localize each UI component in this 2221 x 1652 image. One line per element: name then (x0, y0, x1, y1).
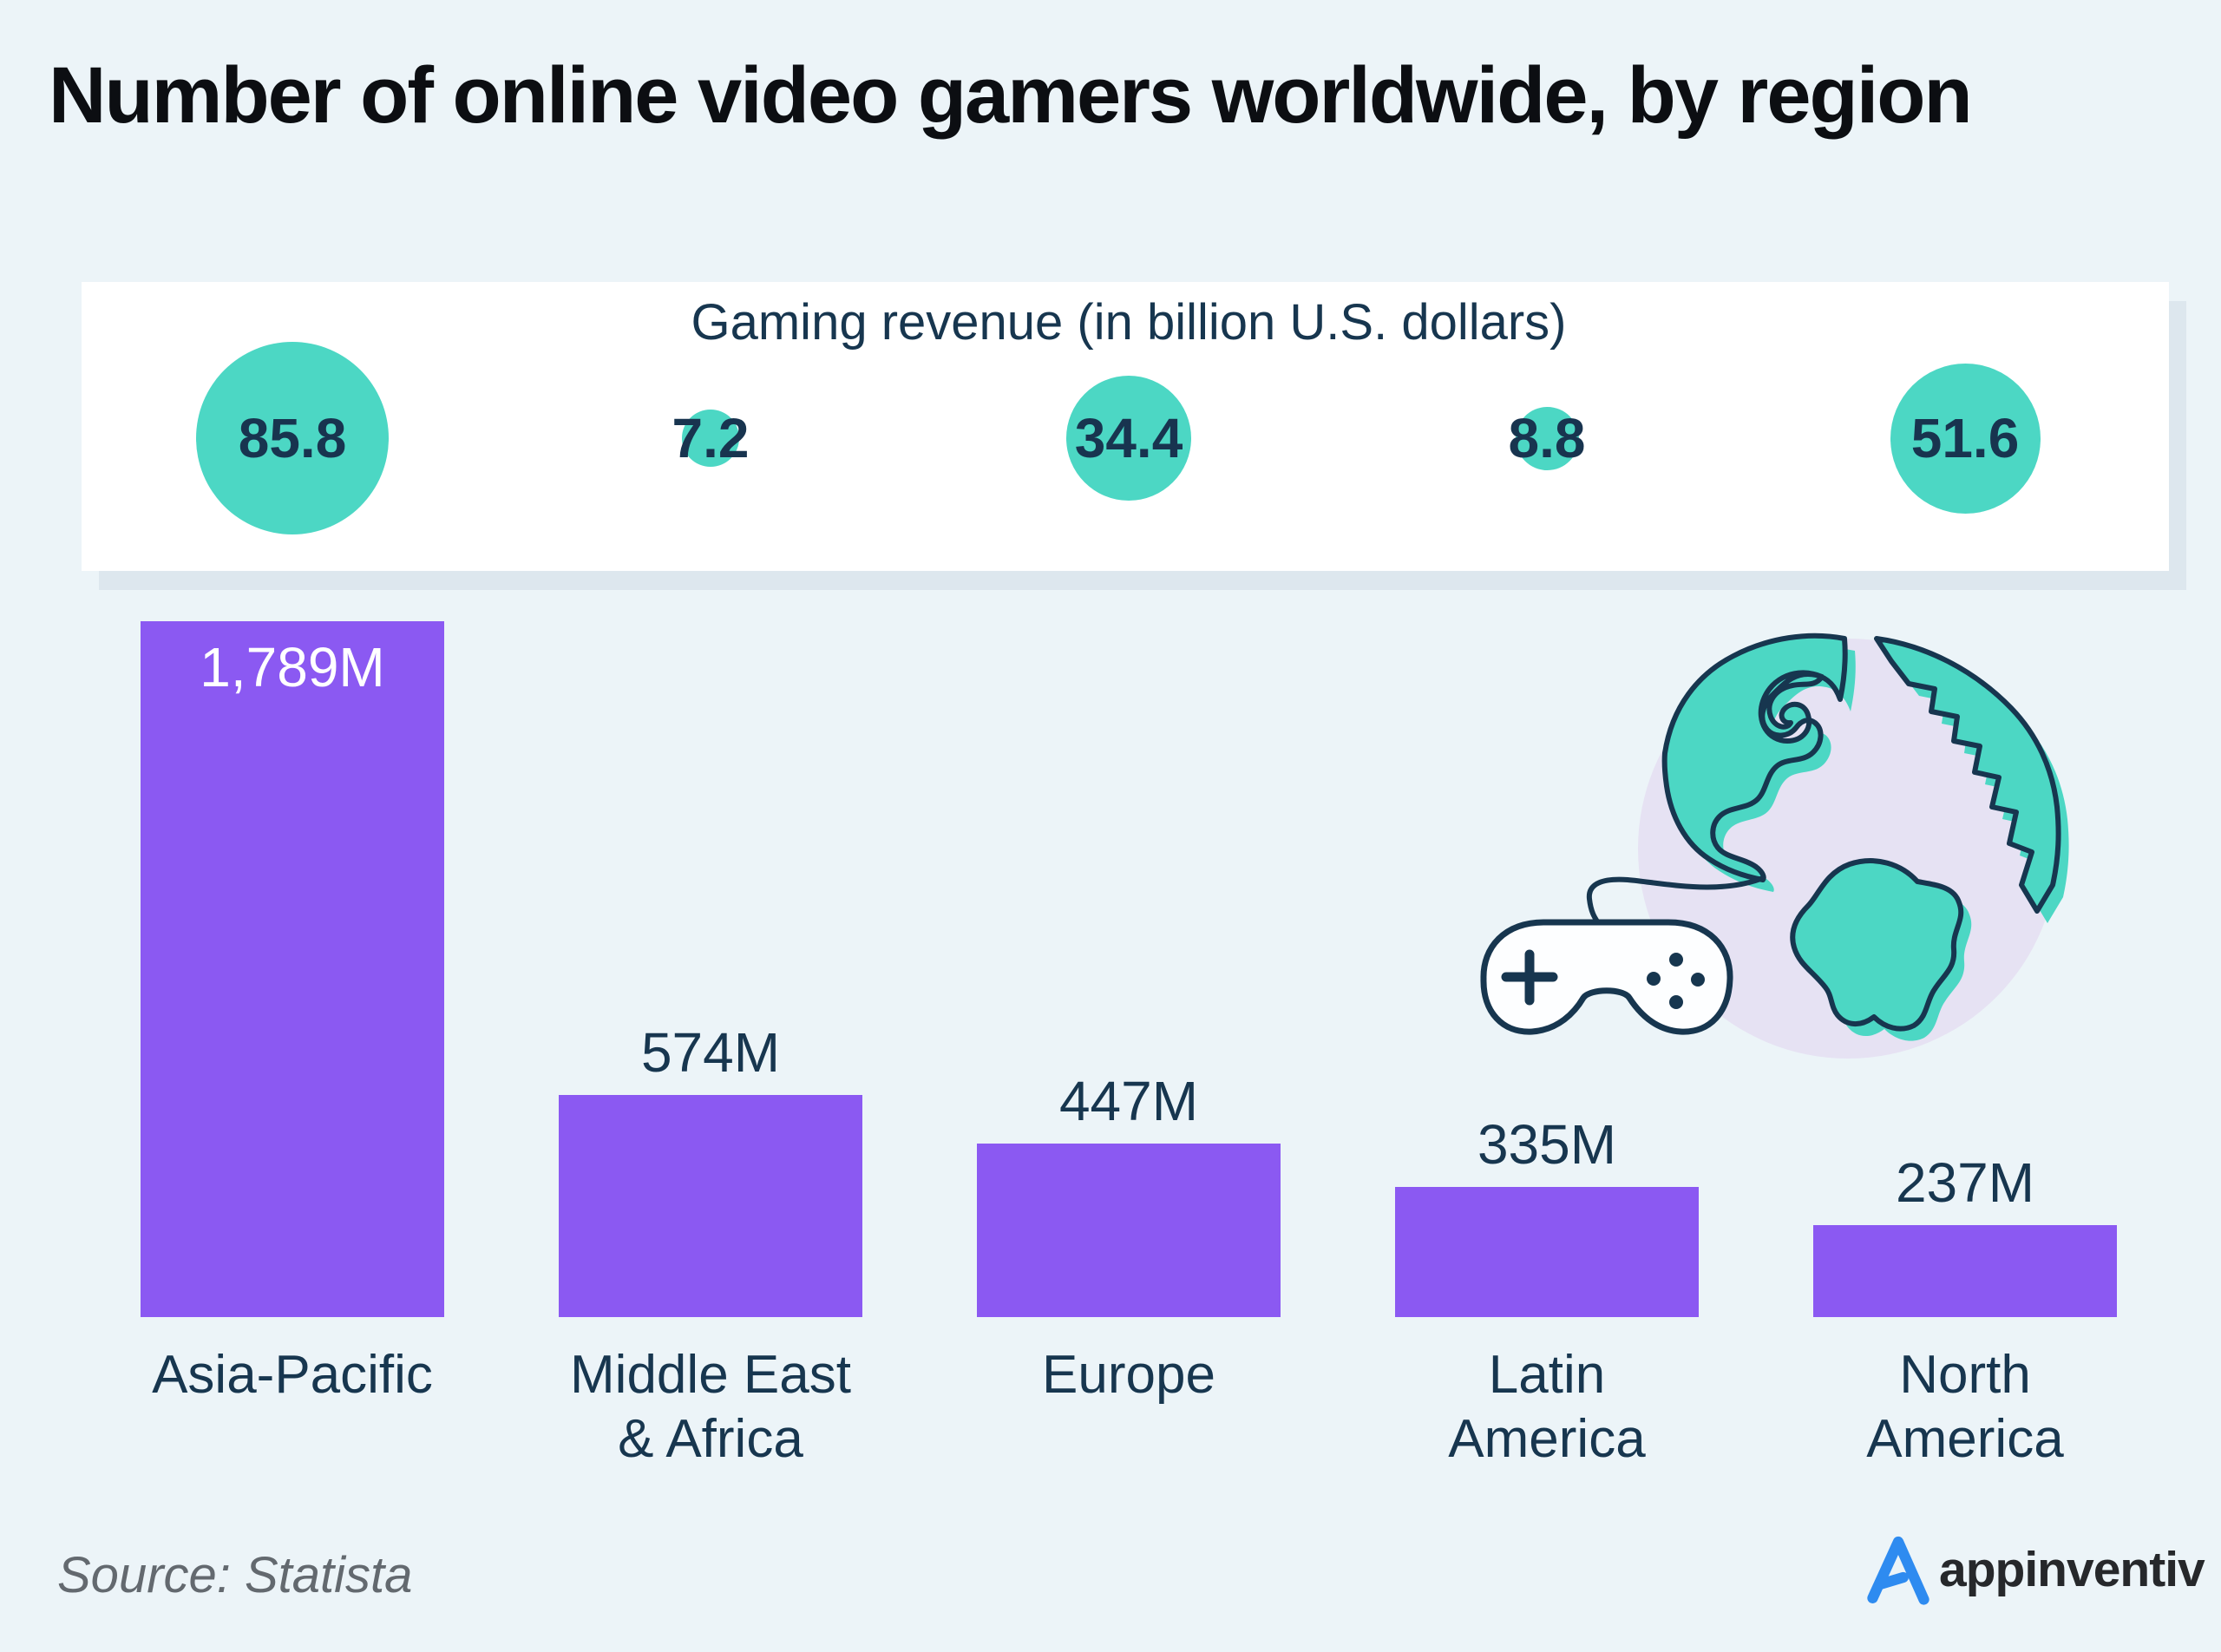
bar-column-asia-pacific: 1,789M (83, 621, 501, 1317)
bar-value: 335M (1477, 1113, 1617, 1176)
revenue-bubble-asia-pacific: 85.8 (83, 342, 501, 534)
category-label-europe: Europe (1042, 1345, 1215, 1405)
bar (1395, 1187, 1699, 1317)
source-note: Source: Statista (57, 1547, 413, 1603)
bubble-circle (1890, 363, 2041, 514)
revenue-value: 8.8 (1508, 407, 1586, 469)
category-label-middle-east-africa: Middle East & Africa (570, 1345, 851, 1470)
category-label-latin-america: Latin America (1448, 1345, 1646, 1470)
revenue-bubble-europe: 34.4 (920, 342, 1338, 534)
bar-column-europe: 447M (920, 1069, 1338, 1317)
bar (1813, 1225, 2117, 1317)
bar-value: 447M (1058, 1070, 1199, 1132)
game-controller-icon (1480, 919, 1733, 1035)
revenue-bubble-middle-east-africa: 7.2 (501, 342, 920, 534)
bar-value: 1,789M (200, 636, 385, 698)
bar-column-latin-america: 335M (1338, 1112, 1756, 1317)
bubble-circle (196, 342, 389, 534)
brand-logo: appinventiv (1863, 1532, 2205, 1607)
dpad-icon (1501, 949, 1558, 1006)
bar-value: 574M (640, 1021, 781, 1084)
bar (559, 1095, 862, 1317)
category-label-asia-pacific: Asia-Pacific (152, 1345, 433, 1405)
revenue-value: 85.8 (238, 407, 347, 469)
controller-buttons (1647, 953, 1705, 1009)
bar-value: 237M (1895, 1151, 2035, 1214)
revenue-bubbles-row: 85.8 7.2 34.4 8.8 51.6 (83, 342, 2174, 534)
page-title: Number of online video gamers worldwide,… (49, 51, 1973, 140)
bar-column-north-america: 237M (1756, 1150, 2174, 1317)
bar-chart: 1,789M 574M 447M 335M 237M (83, 621, 2174, 1317)
revenue-bubble-latin-america: 8.8 (1338, 342, 1756, 534)
bubble-circle (682, 410, 739, 467)
category-labels-row: Asia-Pacific Middle East & Africa Europe… (83, 1343, 2174, 1472)
bar-column-middle-east-africa: 574M (501, 1020, 920, 1317)
revenue-bubble-north-america: 51.6 (1756, 342, 2174, 534)
bubble-circle (1515, 406, 1579, 470)
globe-game-controller-illustration (1480, 633, 2069, 1059)
brand-wordmark: appinventiv (1939, 1542, 2205, 1597)
bubble-circle (1066, 376, 1191, 501)
landmasses (1661, 633, 2061, 1032)
revenue-banner-heading: Gaming revenue (in billion U.S. dollars) (691, 294, 1567, 351)
category-label-north-america: North America (1866, 1345, 2064, 1470)
revenue-value: 51.6 (1910, 407, 2020, 469)
revenue-value: 7.2 (672, 407, 750, 469)
appinventiv-logo-icon (1867, 1536, 1929, 1605)
revenue-value: 34.4 (1074, 407, 1183, 469)
controller-cable (1586, 875, 1766, 927)
bar (977, 1144, 1281, 1317)
bar: 1,789M (141, 621, 444, 1317)
